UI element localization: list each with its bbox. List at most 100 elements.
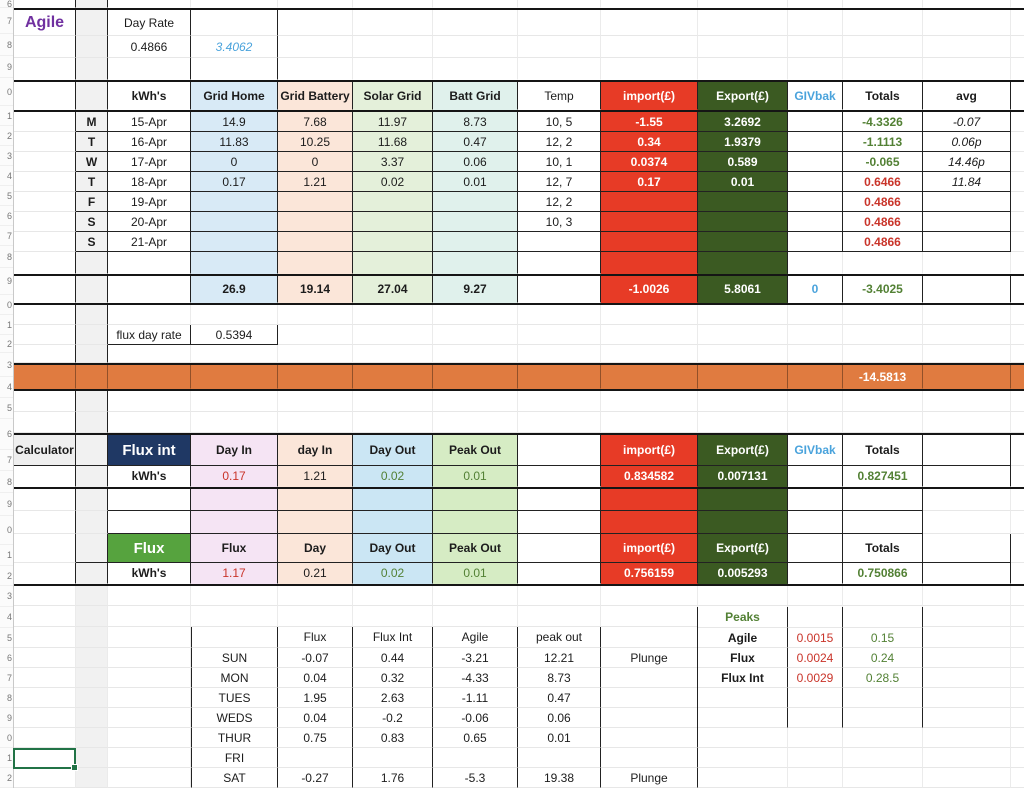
row-number[interactable]: 0 [0, 78, 13, 106]
cell-temp[interactable]: 12, 2 [518, 192, 601, 212]
cell-solar-grid[interactable] [353, 192, 433, 212]
row-number[interactable]: 7 [0, 226, 13, 246]
cell[interactable] [1011, 511, 1024, 534]
cell[interactable] [278, 489, 353, 511]
cell-batt-grid[interactable]: 0.01 [433, 172, 518, 192]
cell[interactable] [788, 511, 843, 534]
row-number[interactable]: 2 [0, 768, 13, 788]
cell[interactable] [923, 511, 1011, 534]
cell[interactable] [14, 768, 76, 788]
selected-cell[interactable] [13, 748, 78, 771]
cell[interactable] [923, 728, 1011, 748]
cell[interactable] [698, 345, 788, 363]
cell[interactable] [76, 82, 108, 110]
cell[interactable] [14, 152, 76, 172]
header-export[interactable]: Export(£) [698, 82, 788, 110]
header-givbak[interactable]: GIVbak [788, 82, 843, 110]
row-number[interactable]: 5 [0, 398, 13, 419]
cell[interactable] [698, 325, 788, 345]
cell-date[interactable]: 20-Apr [108, 212, 191, 232]
row-number[interactable]: 1 [0, 106, 13, 126]
cell-temp[interactable]: 10, 5 [518, 112, 601, 132]
cell[interactable] [518, 10, 601, 36]
header-peak-out[interactable]: Peak Out [433, 534, 518, 563]
cell[interactable] [843, 325, 923, 345]
row-number[interactable]: 0 [0, 728, 13, 748]
cell-avg[interactable]: 14.46p [923, 152, 1011, 172]
cell[interactable] [1011, 132, 1024, 152]
cell[interactable] [353, 489, 433, 511]
cell[interactable] [1011, 606, 1024, 627]
cell[interactable] [108, 627, 191, 648]
cell[interactable] [191, 511, 278, 534]
value-export[interactable]: 0.005293 [698, 563, 788, 584]
value-import[interactable]: 0.756159 [601, 563, 698, 584]
row-number[interactable]: 2 [0, 126, 13, 146]
cell-avg[interactable]: 11.84 [923, 172, 1011, 192]
cell[interactable] [1011, 728, 1024, 748]
cell[interactable] [14, 489, 76, 511]
cell[interactable] [923, 768, 1011, 788]
cell-grid-home[interactable] [191, 232, 278, 252]
cell[interactable] [788, 10, 843, 36]
cell[interactable] [76, 435, 108, 466]
cell-solar-grid[interactable] [353, 212, 433, 232]
cell-totals[interactable]: 0.6466 [843, 172, 923, 192]
cell[interactable] [601, 58, 698, 80]
cell[interactable] [843, 688, 923, 708]
cell[interactable] [278, 0, 353, 8]
cell[interactable] [788, 391, 843, 412]
cell[interactable] [601, 345, 698, 363]
cell-agile[interactable]: -4.33 [433, 668, 518, 688]
cell[interactable] [698, 305, 788, 325]
cell[interactable] [108, 412, 191, 433]
cell[interactable] [698, 489, 788, 511]
cell[interactable] [108, 728, 191, 748]
cell-grid-home[interactable] [191, 192, 278, 212]
value-totals[interactable]: 0.827451 [843, 466, 923, 487]
row-number[interactable]: 6 [0, 419, 13, 450]
cell[interactable] [518, 276, 601, 303]
cell[interactable] [1011, 534, 1024, 563]
cell[interactable] [108, 586, 191, 606]
cell-grid-home[interactable]: 11.83 [191, 132, 278, 152]
cell[interactable] [433, 58, 518, 80]
cell-flux-int[interactable]: 0.44 [353, 648, 433, 668]
row-number[interactable]: 9 [0, 708, 13, 728]
total-solar-grid[interactable]: 27.04 [353, 276, 433, 303]
cell[interactable] [923, 534, 1011, 563]
cell[interactable] [1011, 466, 1024, 487]
cell-givbak[interactable] [788, 212, 843, 232]
row-number[interactable]: 0 [0, 295, 13, 315]
cell-batt-grid[interactable] [433, 232, 518, 252]
cell[interactable] [843, 768, 923, 788]
header-day-in-2[interactable]: day In [278, 435, 353, 466]
row-number[interactable]: 2 [0, 566, 13, 586]
cell[interactable] [1011, 768, 1024, 788]
cell[interactable] [698, 58, 788, 80]
cell[interactable] [76, 708, 108, 728]
row-number[interactable]: 3 [0, 353, 13, 377]
cell-weekday[interactable]: SAT [191, 768, 278, 788]
cell[interactable] [108, 748, 191, 768]
cell[interactable] [191, 627, 278, 648]
value-day-out[interactable]: 0.02 [353, 466, 433, 487]
cell-note[interactable]: Plunge [601, 648, 698, 668]
cell[interactable] [518, 534, 601, 563]
cell-totals[interactable]: 0.4866 [843, 212, 923, 232]
row-number[interactable]: 9 [0, 268, 13, 295]
cell[interactable] [518, 586, 601, 606]
cell[interactable] [1011, 345, 1024, 363]
cell[interactable] [14, 252, 76, 274]
row-number[interactable]: 3 [0, 146, 13, 166]
orange-total[interactable]: -14.5813 [843, 365, 923, 389]
cell[interactable] [843, 586, 923, 606]
row-number[interactable]: 9 [0, 493, 13, 516]
cell-givbak[interactable] [788, 232, 843, 252]
row-number[interactable]: 1 [0, 748, 13, 768]
cell[interactable] [518, 563, 601, 584]
peaks-value[interactable]: 0.24 [843, 648, 923, 668]
cell[interactable] [433, 511, 518, 534]
cell[interactable] [14, 325, 76, 345]
cell[interactable] [843, 36, 923, 58]
